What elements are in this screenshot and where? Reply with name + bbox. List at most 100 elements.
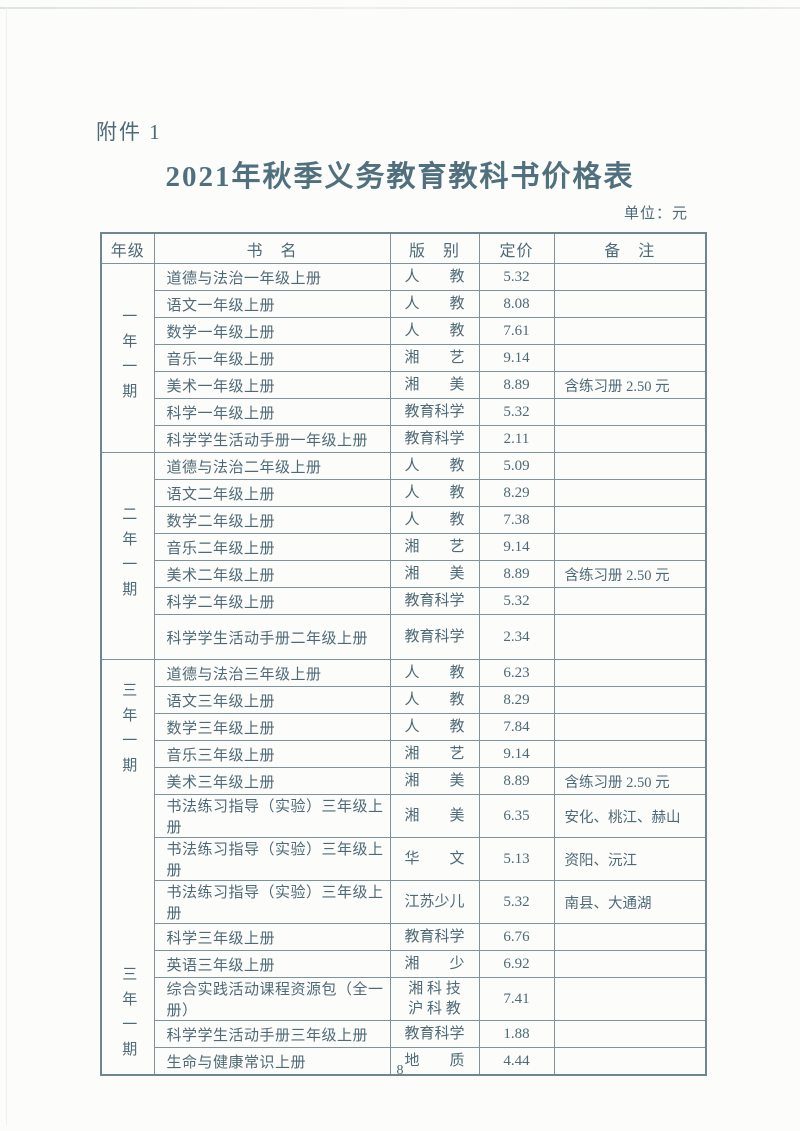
book-name-cell: 生命与健康常识上册 bbox=[153, 1047, 391, 1076]
table-row: 一年一期 道德与法治一年级上册人 教 5.32 bbox=[100, 263, 707, 453]
header-grade: 年级 bbox=[100, 232, 155, 264]
edition-cell: 湘 艺 bbox=[389, 533, 480, 561]
price-cell: 5.32 bbox=[478, 880, 555, 924]
table-row: 数学一年级上册人 教 7.61 bbox=[101, 317, 707, 345]
header-price: 定价 bbox=[478, 232, 555, 264]
header-edition: 版 别 bbox=[389, 232, 480, 264]
table-row: 二年一期 道德与法治二年级上册人 教 5.09 bbox=[100, 452, 707, 660]
price-cell: 7.84 bbox=[478, 713, 555, 741]
edition-cell: 湘 美 bbox=[389, 371, 480, 399]
remark-cell bbox=[553, 923, 707, 951]
table-row: 音乐二年级上册湘 艺 9.14 bbox=[101, 533, 707, 561]
edition-cell: 湘 科 技 沪 科 教 bbox=[389, 977, 480, 1021]
edition-cell: 江苏少儿 bbox=[389, 880, 480, 924]
table-row: 综合实践活动课程资源包（全一册）湘 科 技 沪 科 教 7.41 bbox=[101, 977, 707, 1021]
price-cell: 8.89 bbox=[478, 767, 555, 795]
edition-cell: 人 教 bbox=[389, 452, 480, 480]
book-name-cell: 数学一年级上册 bbox=[153, 317, 391, 345]
remark-cell: 含练习册 2.50 元 bbox=[553, 371, 707, 399]
remark-cell bbox=[553, 317, 707, 345]
grade-section: 三年一期 三年一期 道德与法治三年级上册人 教 6.23 语文三年级上册人 教 8.29 数… bbox=[100, 659, 707, 1076]
edition-cell: 湘 美 bbox=[389, 767, 480, 795]
grade-cell: 二年一期 bbox=[100, 452, 155, 660]
edition-cell: 湘 艺 bbox=[389, 740, 480, 768]
remark-cell bbox=[553, 344, 707, 372]
table-row: 音乐三年级上册湘 艺 9.14 bbox=[101, 740, 707, 768]
table-row: 生命与健康常识上册地 质 4.44 bbox=[101, 1047, 707, 1076]
header-row: 年级 书 名 版 别 定价 备 注 bbox=[100, 232, 707, 264]
edition-cell: 教育科学 bbox=[389, 614, 480, 660]
remark-cell bbox=[553, 533, 707, 561]
table-row: 科学学生活动手册二年级上册 教育科学 2.34 bbox=[101, 614, 707, 660]
price-cell: 5.32 bbox=[478, 587, 555, 615]
page-number: 8 bbox=[396, 1063, 404, 1078]
edition-cell: 湘 艺 bbox=[389, 344, 480, 372]
remark-cell: 安化、桃江、赫山 bbox=[553, 794, 707, 838]
edition-cell: 华 文 bbox=[389, 837, 480, 881]
book-name-cell: 数学三年级上册 bbox=[153, 713, 391, 741]
edition-cell: 湘 美 bbox=[389, 794, 480, 838]
price-cell: 5.32 bbox=[478, 263, 555, 291]
price-cell: 2.11 bbox=[478, 425, 555, 453]
remark-cell: 含练习册 2.50 元 bbox=[553, 560, 707, 588]
price-cell: 5.13 bbox=[478, 837, 555, 881]
table-row: 美术三年级上册湘 美 8.89 含练习册 2.50 元 bbox=[101, 767, 707, 795]
unit-note: 单位：元 bbox=[623, 206, 688, 222]
book-name-cell: 科学学生活动手册三年级上册 bbox=[153, 1020, 391, 1048]
table-row: 数学三年级上册人 教 7.84 bbox=[101, 713, 707, 741]
table-row: 语文一年级上册人 教 8.08 bbox=[101, 290, 707, 318]
table-row: 语文二年级上册人 教 8.29 bbox=[101, 479, 707, 507]
remark-cell: 含练习册 2.50 元 bbox=[553, 767, 707, 795]
book-name-cell: 美术一年级上册 bbox=[153, 371, 391, 399]
edition-cell: 湘 美 bbox=[389, 560, 480, 588]
price-cell: 8.89 bbox=[478, 371, 555, 399]
price-cell: 6.92 bbox=[478, 950, 555, 978]
remark-cell bbox=[553, 290, 707, 318]
book-name-cell: 综合实践活动课程资源包（全一册） bbox=[153, 977, 391, 1021]
edition-cell: 湘 少 bbox=[389, 950, 480, 978]
book-name-cell: 科学一年级上册 bbox=[153, 398, 391, 426]
price-cell: 6.23 bbox=[478, 659, 555, 687]
edition-cell: 教育科学 bbox=[389, 587, 480, 615]
book-name-cell: 语文三年级上册 bbox=[153, 686, 391, 714]
book-name-cell: 书法练习指导（实验）三年级上册 bbox=[153, 880, 391, 924]
edition-cell: 教育科学 bbox=[389, 1020, 480, 1048]
remark-cell bbox=[553, 977, 707, 1021]
remark-cell bbox=[553, 587, 707, 615]
table-row: 三年一期 三年一期 道德与法治三年级上册人 教 6.23 bbox=[100, 659, 707, 1076]
table-row: 语文三年级上册人 教 8.29 bbox=[101, 686, 707, 714]
price-cell: 2.34 bbox=[478, 614, 555, 660]
remark-cell bbox=[553, 713, 707, 741]
table-header: 年级 书 名 版 别 定价 备 注 bbox=[100, 232, 707, 264]
book-name-cell: 语文二年级上册 bbox=[153, 479, 391, 507]
price-cell: 7.38 bbox=[478, 506, 555, 534]
book-name-cell: 书法练习指导（实验）三年级上册 bbox=[153, 794, 391, 838]
table-row: 科学学生活动手册一年级上册 教育科学 2.11 bbox=[101, 425, 707, 453]
table-row: 数学二年级上册人 教 7.38 bbox=[101, 506, 707, 534]
price-cell: 5.09 bbox=[478, 452, 555, 480]
page-title: 2021年秋季义务教育教科书价格表 bbox=[165, 161, 635, 193]
remark-cell bbox=[553, 686, 707, 714]
remark-cell bbox=[553, 950, 707, 978]
grade-cell: 一年一期 bbox=[100, 263, 155, 453]
table-row: 科学一年级上册 教育科学 5.32 bbox=[101, 398, 707, 426]
book-name-cell: 道德与法治三年级上册 bbox=[153, 659, 391, 687]
edition-cell: 人 教 bbox=[389, 713, 480, 741]
remark-cell bbox=[553, 506, 707, 534]
grade-label: 三年一期 bbox=[120, 966, 137, 1066]
book-name-cell: 科学三年级上册 bbox=[153, 923, 391, 951]
book-name-cell: 音乐一年级上册 bbox=[153, 344, 391, 372]
book-name-cell: 科学学生活动手册二年级上册 bbox=[153, 614, 391, 660]
book-name-cell: 科学二年级上册 bbox=[153, 587, 391, 615]
table-row: 科学学生活动手册三年级上册 教育科学 1.88 bbox=[101, 1020, 707, 1048]
edition-cell: 教育科学 bbox=[389, 398, 480, 426]
price-cell: 9.14 bbox=[478, 533, 555, 561]
book-name-cell: 音乐三年级上册 bbox=[153, 740, 391, 768]
table-row: 科学二年级上册 教育科学 5.32 bbox=[101, 587, 707, 615]
scan-edge-left bbox=[6, 7, 7, 1125]
grade-label: 一年一期 bbox=[120, 308, 137, 408]
table-row: 科学三年级上册 教育科学 6.76 bbox=[101, 923, 707, 951]
remark-cell bbox=[553, 1020, 707, 1048]
book-name-cell: 道德与法治二年级上册 bbox=[153, 452, 391, 480]
book-name-cell: 音乐二年级上册 bbox=[153, 533, 391, 561]
